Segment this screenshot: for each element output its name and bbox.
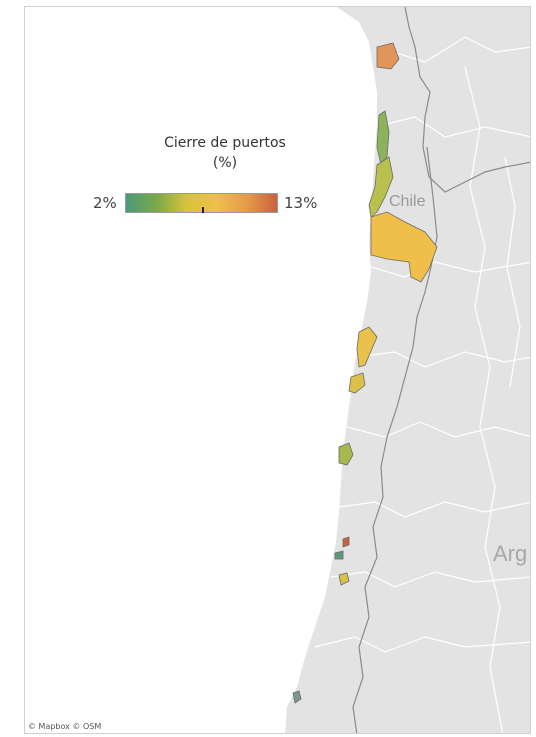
map-canvas[interactable] <box>25 7 531 734</box>
legend-title-line1: Cierre de puertos <box>164 135 286 151</box>
region-coast-mid[interactable] <box>368 156 394 218</box>
region-far-south[interactable] <box>292 690 302 704</box>
region-central-2[interactable] <box>348 372 366 394</box>
data-regions[interactable] <box>292 42 438 704</box>
region-south-yellow[interactable] <box>338 572 350 586</box>
country-label-chile: Chile <box>389 193 426 210</box>
legend-marker <box>202 207 204 213</box>
legend-title: Cierre de puertos (%) <box>135 133 315 173</box>
region-north-tip[interactable] <box>376 42 400 70</box>
region-south-1[interactable] <box>338 442 354 466</box>
region-big-block[interactable] <box>370 211 438 283</box>
map-attribution[interactable]: © Mapbox © OSM <box>28 722 102 731</box>
region-south-green[interactable] <box>334 550 344 560</box>
legend-min-label: 2% <box>93 194 117 212</box>
province-borders <box>314 36 530 733</box>
region-coast-north[interactable] <box>376 110 390 166</box>
national-border <box>352 7 530 733</box>
region-south-red[interactable] <box>342 536 350 548</box>
region-central-1[interactable] <box>356 326 378 368</box>
legend-max-label: 13% <box>284 194 318 212</box>
country-label-argentina: Arg <box>493 541 528 566</box>
legend-title-line2: (%) <box>212 155 238 171</box>
legend-gradient-bar <box>125 193 278 213</box>
map-frame[interactable]: Chile Arg Cierre de puertos (%) 2% 13% ©… <box>24 6 531 734</box>
land-mass <box>285 7 530 733</box>
